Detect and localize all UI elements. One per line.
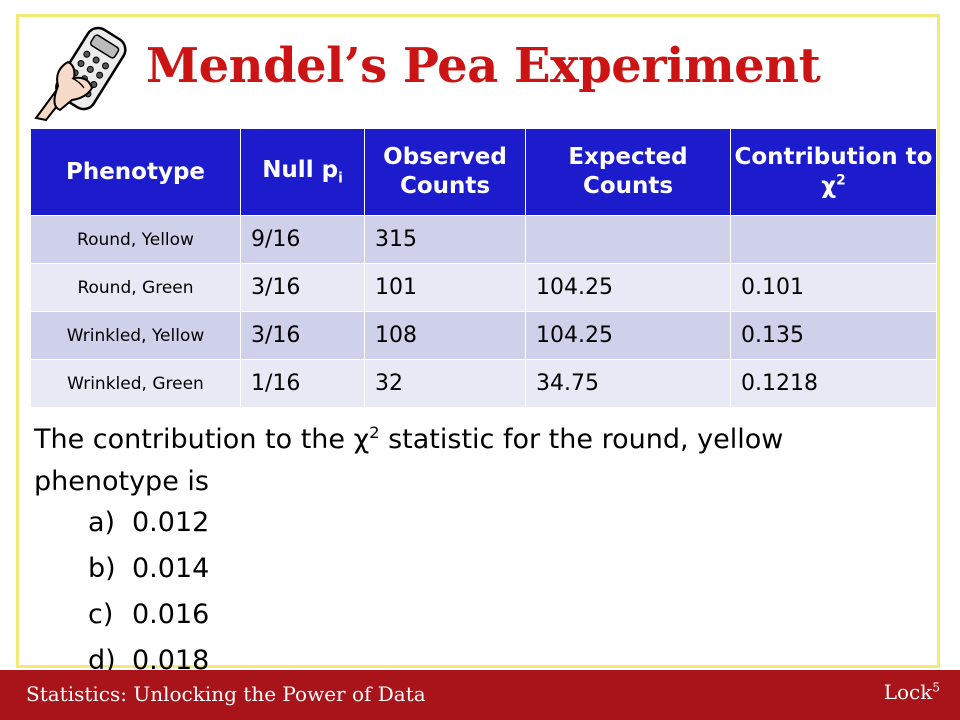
slide-frame [16,14,940,668]
answer-choices: a) 0.012 b) 0.014 c) 0.016 d) 0.018 [88,500,209,684]
header-expected-counts: Expected Counts [525,128,731,216]
header-null-p: Null pi [240,128,365,216]
footer-book-title: Statistics: Unlocking the Power of Data [26,682,426,706]
cell-observed: 108 [364,311,526,360]
cell-null-p: 9/16 [240,215,365,264]
choice-a[interactable]: a) 0.012 [88,500,209,546]
cell-expected: 104.25 [525,311,731,360]
cell-null-p: 1/16 [240,359,365,408]
cell-expected: 104.25 [525,263,731,312]
cell-expected: 34.75 [525,359,731,408]
footer-bar: Statistics: Unlocking the Power of Data … [0,670,960,720]
cell-phenotype: Round, Yellow [30,215,241,264]
header-phenotype: Phenotype [30,128,241,216]
footer-author: Lock5 [883,680,940,704]
cell-contribution: 0.135 [730,311,937,360]
cell-phenotype: Wrinkled, Green [30,359,241,408]
cell-observed: 101 [364,263,526,312]
cell-observed: 315 [364,215,526,264]
clicker-remote-icon [34,26,127,122]
choice-text: 0.012 [132,507,210,538]
cell-contribution: 0.101 [730,263,937,312]
cell-contribution [730,215,937,264]
choice-text: 0.014 [132,553,210,584]
header-contribution: Contribution to χ2 [730,128,937,216]
cell-expected [525,215,731,264]
table-row: Round, Green 3/16 101 104.25 0.101 [30,263,937,312]
cell-phenotype: Round, Green [30,263,241,312]
choice-letter: c) [88,599,114,630]
choice-c[interactable]: c) 0.016 [88,592,209,638]
table-row: Wrinkled, Yellow 3/16 108 104.25 0.135 [30,311,937,360]
table-row: Round, Yellow 9/16 315 [30,215,937,264]
header-observed-counts: Observed Counts [364,128,526,216]
choice-b[interactable]: b) 0.014 [88,546,209,592]
choice-letter: a) [88,507,116,538]
cell-null-p: 3/16 [240,311,365,360]
choice-letter: b) [88,553,116,584]
slide-title: Mendel’s Pea Experiment [146,38,821,94]
question-text: The contribution to the χ2 statistic for… [34,423,784,497]
cell-contribution: 0.1218 [730,359,937,408]
cell-null-p: 3/16 [240,263,365,312]
data-table: Phenotype Null pi Observed Counts Expect… [30,128,937,408]
table-row: Wrinkled, Green 1/16 32 34.75 0.1218 [30,359,937,408]
cell-phenotype: Wrinkled, Yellow [30,311,241,360]
table-header-row: Phenotype Null pi Observed Counts Expect… [30,128,937,216]
cell-observed: 32 [364,359,526,408]
choice-text: 0.016 [132,599,210,630]
